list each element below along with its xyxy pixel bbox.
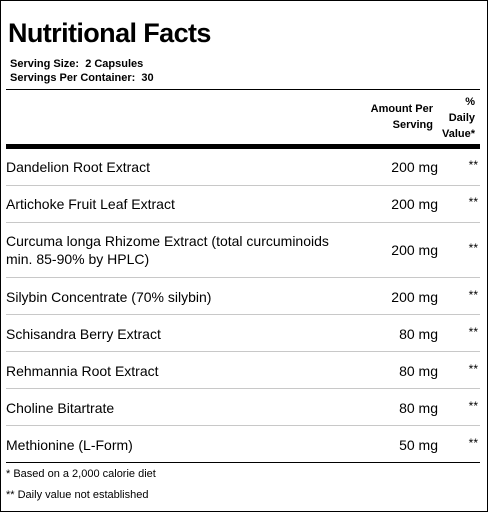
servings-per-container: Servings Per Container: 30 (10, 72, 154, 84)
row-dv: ** (468, 195, 478, 209)
thick-rule (6, 144, 480, 149)
footer-rule (6, 462, 480, 463)
table-row: Schisandra Berry Extract 80 mg ** (6, 315, 480, 352)
table-row: Dandelion Root Extract 200 mg ** (6, 149, 480, 186)
row-name: Schisandra Berry Extract (6, 326, 161, 342)
row-name: Curcuma longa Rhizome Extract (total cur… (6, 233, 329, 267)
row-dv: ** (468, 158, 478, 172)
panel-title: Nutritional Facts (8, 18, 211, 48)
row-amount: 80 mg (399, 400, 438, 416)
row-amount: 200 mg (391, 289, 438, 305)
row-dv: ** (468, 436, 478, 450)
daily-value-footnote: ** Daily value not established (6, 489, 149, 501)
amount-per-serving-header: Amount Per Serving (371, 101, 433, 133)
amount-header-line2: Serving (392, 119, 433, 131)
row-name: Choline Bitartrate (6, 400, 115, 416)
row-dv: ** (468, 325, 478, 339)
dv-header-line2: Daily (448, 112, 475, 124)
row-amount: 200 mg (391, 159, 438, 175)
dv-header-line3: Value* (441, 128, 475, 140)
table-row: Curcuma longa Rhizome Extract (total cur… (6, 223, 480, 278)
row-dv: ** (468, 399, 478, 413)
row-amount: 80 mg (399, 326, 438, 342)
row-name: Artichoke Fruit Leaf Extract (6, 196, 175, 212)
row-amount: 80 mg (399, 363, 438, 379)
thin-rule (6, 89, 480, 90)
row-dv: ** (468, 241, 478, 255)
table-row: Methionine (L-Form) 50 mg ** (6, 426, 480, 462)
row-name: Silybin Concentrate (70% silybin) (6, 289, 212, 305)
dv-header-line1: % (465, 96, 475, 108)
table-row: Choline Bitartrate 80 mg ** (6, 389, 480, 426)
table-row: Rehmannia Root Extract 80 mg ** (6, 352, 480, 389)
serving-size: Serving Size: 2 Capsules (10, 58, 144, 70)
table-row: Artichoke Fruit Leaf Extract 200 mg ** (6, 186, 480, 223)
daily-value-header: % Daily Value* (442, 94, 475, 142)
row-name: Dandelion Root Extract (6, 159, 150, 175)
row-name: Methionine (L-Form) (6, 437, 133, 453)
amount-header-line1: Amount Per (370, 103, 433, 115)
table-row: Silybin Concentrate (70% silybin) 200 mg… (6, 278, 480, 315)
row-dv: ** (468, 288, 478, 302)
row-amount: 200 mg (391, 242, 438, 258)
row-amount: 200 mg (391, 196, 438, 212)
calorie-footnote: * Based on a 2,000 calorie diet (6, 468, 156, 480)
row-amount: 50 mg (399, 437, 438, 453)
row-dv: ** (468, 362, 478, 376)
row-name: Rehmannia Root Extract (6, 363, 159, 379)
